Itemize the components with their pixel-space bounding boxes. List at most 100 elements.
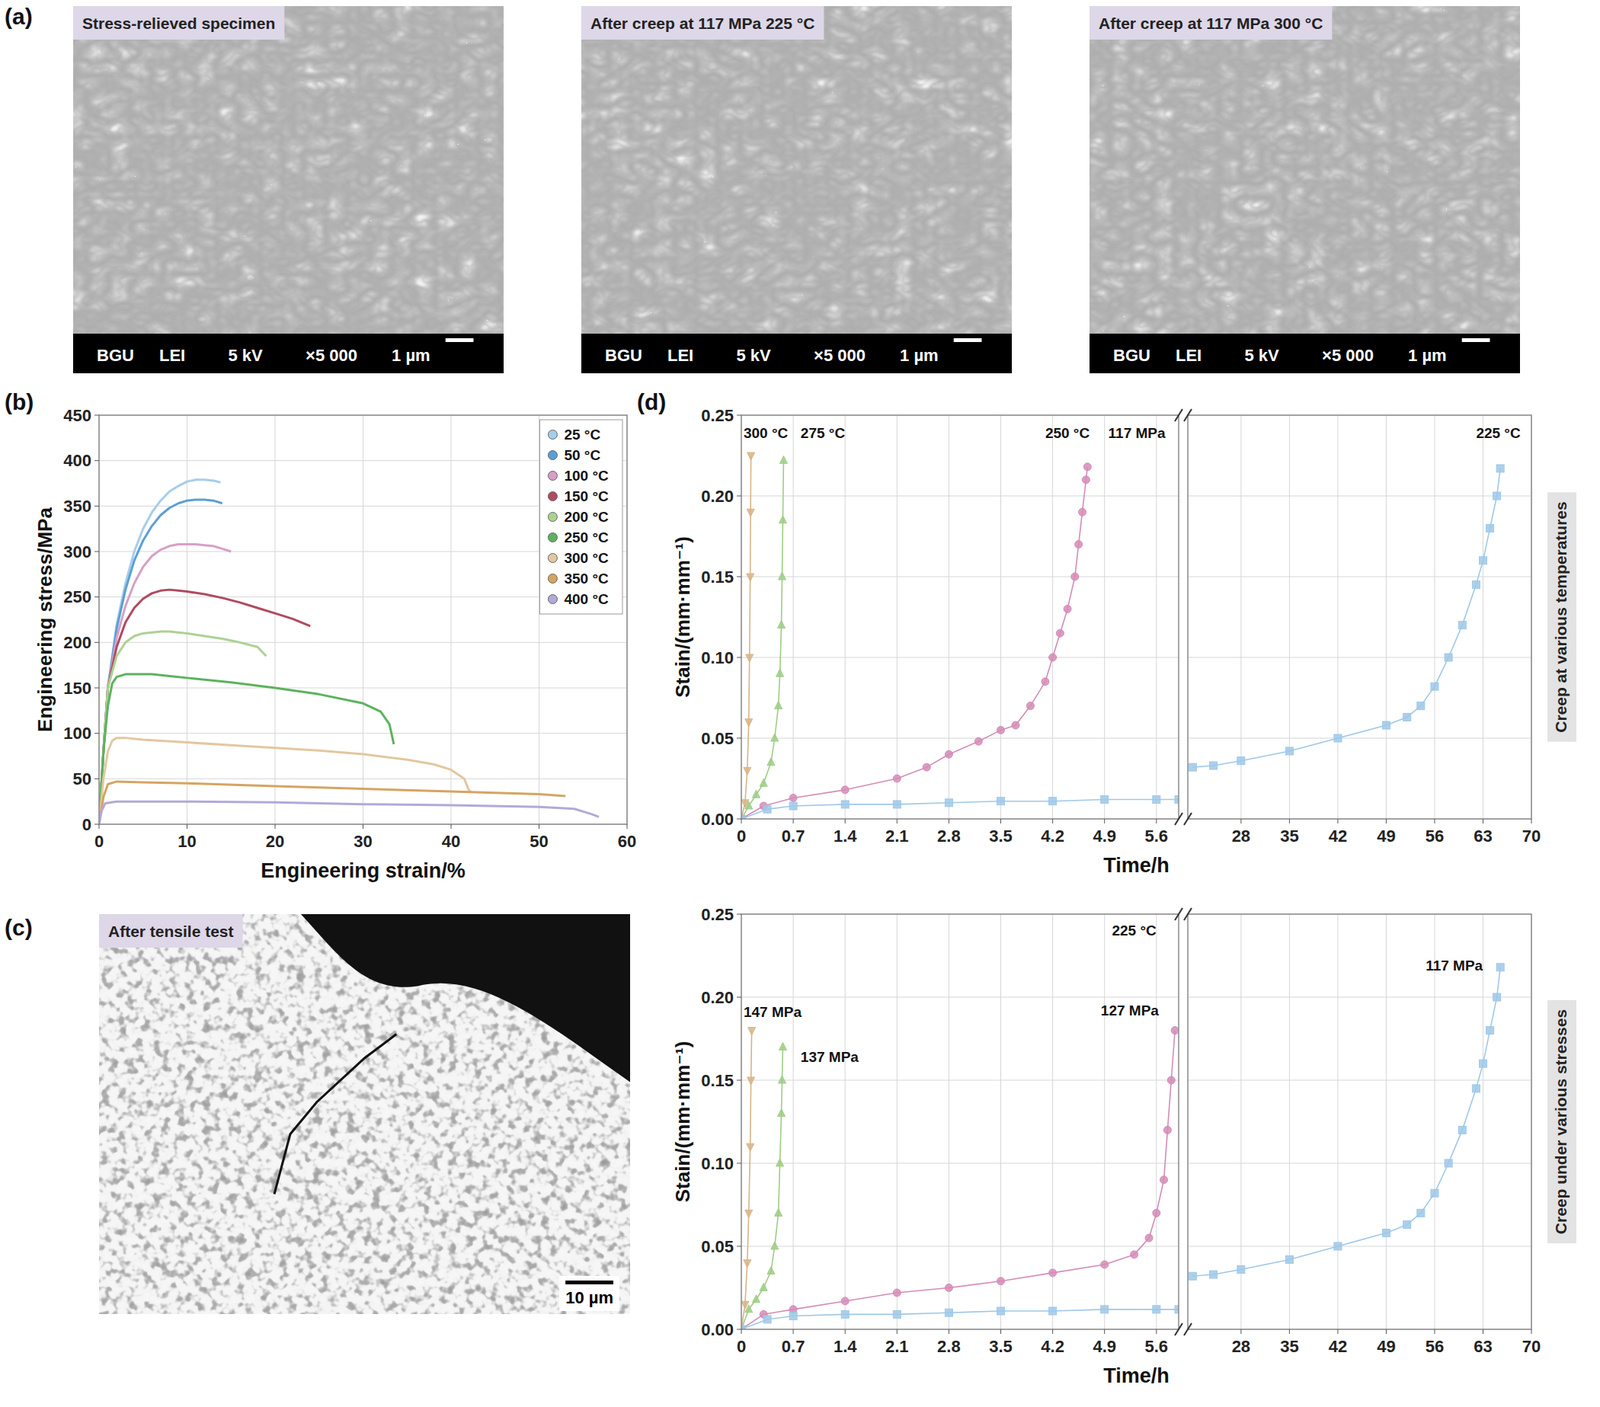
- axis-title: Engineering stress/MPa: [33, 507, 57, 733]
- marker: [1152, 796, 1161, 804]
- marker: [1145, 1234, 1153, 1242]
- marker: [774, 701, 783, 710]
- marker: [1100, 796, 1109, 804]
- grid-line: [793, 914, 794, 1330]
- panel-label: (d): [636, 389, 666, 415]
- micrograph-title: After creep at 117 MPa 300 °C: [1098, 14, 1323, 32]
- tick-label: 10: [177, 832, 196, 852]
- tick-mark: [896, 1329, 898, 1335]
- tick-mark: [94, 596, 100, 598]
- series-line: [99, 738, 472, 825]
- void-region: [300, 914, 631, 1083]
- tick-label: 150: [63, 678, 92, 698]
- tick-mark: [948, 1329, 950, 1335]
- grid-line: [362, 415, 364, 825]
- grid-line: [741, 1163, 1179, 1165]
- tick-mark: [94, 688, 100, 689]
- marker: [1163, 1126, 1172, 1134]
- marker: [1152, 1209, 1161, 1217]
- tick-mark: [1482, 819, 1484, 824]
- grid-line: [741, 997, 1179, 999]
- legend-marker: [547, 574, 557, 584]
- footer-text: 5 kV: [227, 345, 263, 365]
- marker: [752, 1295, 760, 1303]
- marker: [746, 573, 755, 582]
- marker: [1063, 604, 1072, 613]
- axis-title: Stain/(mm·mm⁻¹): [671, 536, 695, 698]
- marker: [748, 1027, 756, 1036]
- marker: [1083, 463, 1092, 471]
- grid-line: [1187, 1163, 1532, 1165]
- grid-line: [99, 642, 628, 644]
- micrograph: After creep at 117 MPa 225 °CBGULEI5 kV×…: [581, 6, 1012, 374]
- tick-label: 0: [736, 1337, 746, 1357]
- plot-frame: [741, 914, 1179, 1330]
- tick-mark: [1104, 1329, 1105, 1335]
- marker: [1382, 1229, 1390, 1238]
- legend-label: 100 °C: [563, 467, 609, 484]
- annotation: 250 °C: [1045, 425, 1091, 442]
- legend-box: [539, 419, 623, 615]
- marker: [841, 1297, 849, 1306]
- tick-label: 2.1: [885, 826, 909, 846]
- tick-label: 63: [1473, 826, 1492, 846]
- axis-title: Time/h: [1103, 1364, 1170, 1388]
- footer-text: ×5 000: [1321, 345, 1374, 365]
- footer-text: 1 µm: [1408, 345, 1447, 365]
- series-line: [741, 467, 1088, 820]
- legend-marker: [547, 451, 557, 461]
- legend-label: 200 °C: [563, 508, 609, 525]
- grid-line: [1000, 415, 1002, 820]
- tick-mark: [1337, 1329, 1338, 1335]
- tick-mark: [1289, 1329, 1290, 1335]
- tick-label: 350: [63, 496, 92, 516]
- marker: [1493, 492, 1501, 500]
- axis-break: [1174, 812, 1183, 826]
- plot-frame: [99, 415, 628, 825]
- title-box: [1089, 6, 1332, 40]
- series-line: [741, 967, 1501, 1330]
- tick-mark: [94, 778, 100, 780]
- annotation: 127 MPa: [1100, 1002, 1159, 1019]
- marker: [1458, 621, 1466, 630]
- grid-line: [741, 496, 1179, 497]
- marker: [778, 515, 787, 524]
- tick-mark: [1482, 1329, 1484, 1335]
- marker: [997, 1307, 1005, 1316]
- series-line: [741, 460, 784, 820]
- tick-mark: [793, 1329, 794, 1335]
- marker: [841, 1310, 849, 1319]
- annotation: 147 MPa: [743, 1004, 802, 1021]
- data: [737, 452, 1504, 824]
- marker: [1472, 581, 1480, 589]
- grid-line: [741, 1080, 1179, 1082]
- tick-label: 0.25: [700, 905, 734, 925]
- marker: [747, 1077, 756, 1085]
- tick-label: 450: [63, 406, 92, 426]
- marker: [759, 1283, 768, 1292]
- marker: [841, 786, 849, 794]
- marker: [776, 1158, 784, 1167]
- marker: [1496, 464, 1504, 473]
- tick-mark: [736, 1080, 742, 1082]
- marker: [763, 1315, 772, 1324]
- marker: [892, 1310, 901, 1319]
- tick-mark: [1433, 1329, 1435, 1335]
- marker: [1478, 556, 1487, 565]
- marker: [767, 1267, 775, 1275]
- marker: [1100, 1260, 1109, 1269]
- tick-label: 50: [529, 832, 548, 852]
- ticks: 00.71.42.12.83.54.24.95.6283542495663700…: [700, 905, 1541, 1357]
- grid-line: [1187, 1080, 1532, 1082]
- marker: [1075, 540, 1083, 549]
- tick-mark: [736, 576, 742, 578]
- ticks: 0102030405060050100150200250300350400450: [63, 406, 637, 852]
- marker: [743, 1260, 752, 1268]
- marker: [922, 763, 931, 772]
- tick-mark: [1155, 1329, 1157, 1335]
- marker: [974, 737, 983, 746]
- tick-mark: [844, 1329, 846, 1335]
- marker: [1160, 1176, 1168, 1184]
- marker: [1188, 763, 1197, 772]
- axis-break: [1174, 908, 1183, 921]
